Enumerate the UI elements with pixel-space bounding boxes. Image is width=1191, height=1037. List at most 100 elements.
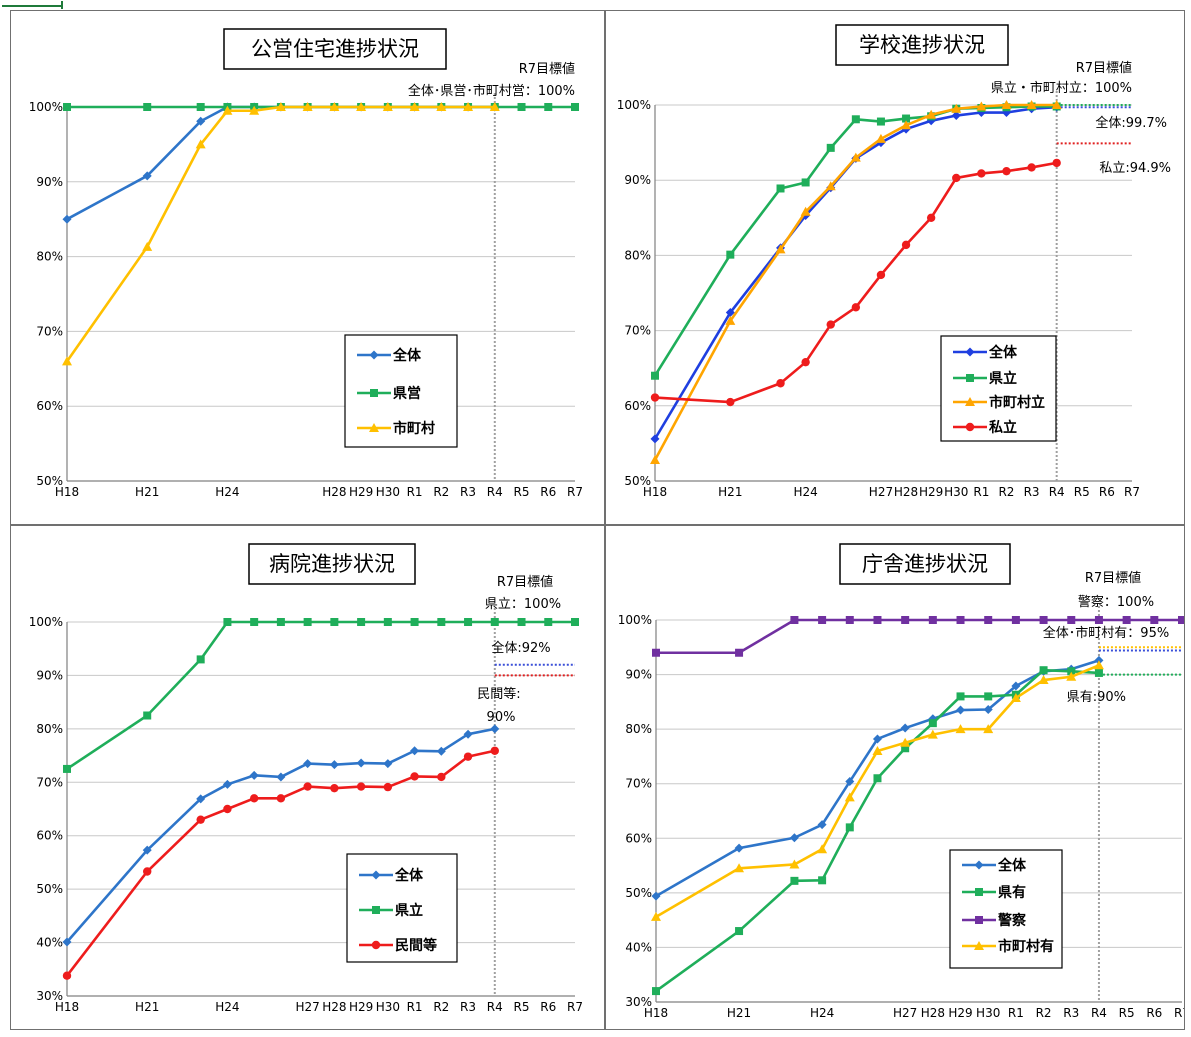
x-tick-label: R7	[567, 485, 583, 499]
y-tick-label: 40%	[625, 940, 652, 954]
x-tick-label: H29	[349, 1000, 373, 1014]
data-point	[872, 745, 883, 755]
data-point	[223, 618, 232, 626]
data-point	[951, 103, 962, 113]
x-tick-label: R7	[1124, 485, 1140, 499]
data-point	[726, 250, 735, 259]
legend-label: 市町村立	[989, 394, 1045, 411]
y-tick-label: 60%	[36, 829, 63, 843]
data-point	[1178, 616, 1184, 624]
data-point	[927, 729, 938, 739]
y-tick-label: 50%	[36, 474, 63, 488]
chart-title: 学校進捗状況	[859, 33, 985, 57]
data-point	[62, 214, 72, 224]
x-tick-label: H18	[643, 485, 667, 499]
data-point	[250, 618, 259, 626]
data-point	[651, 371, 659, 380]
series-line	[66, 105, 495, 221]
x-tick-label: R7	[567, 1000, 583, 1014]
data-point	[436, 102, 447, 111]
x-tick-label: H27	[869, 485, 893, 499]
x-tick-label: H30	[376, 1000, 400, 1014]
data-point	[725, 315, 736, 325]
data-point	[650, 434, 660, 444]
series-2	[62, 746, 499, 980]
chart-panel-hospitals: 病院進捗状況 30% 40% 50% 60% 70% 80% 90% 100% H18 H21 H24…	[10, 525, 605, 1030]
y-tick-label: 80%	[624, 248, 651, 262]
data-point	[926, 109, 937, 119]
x-tick-label: R4	[487, 1000, 503, 1014]
x-tick-label: H29	[948, 1006, 972, 1020]
data-point	[789, 833, 799, 843]
legend-label: 県営	[393, 385, 421, 402]
x-tick-label: R5	[1074, 485, 1090, 499]
data-point	[826, 143, 835, 152]
data-point	[463, 102, 474, 111]
x-tick-label: H28	[894, 485, 918, 499]
data-point	[249, 770, 259, 780]
x-tick-label: H24	[215, 485, 239, 499]
data-point	[410, 772, 419, 781]
y-tick-label: 60%	[624, 399, 651, 413]
series-1	[63, 618, 579, 773]
data-point	[901, 240, 911, 250]
x-tick-label: H28	[322, 485, 346, 499]
x-tick-label: H18	[55, 1000, 79, 1014]
y-tick-label: 100%	[617, 98, 651, 112]
data-point	[275, 102, 286, 111]
data-point	[901, 120, 912, 130]
y-tick-label: 40%	[36, 936, 63, 950]
x-tick-label: H21	[718, 485, 742, 499]
x-tick-label: R6	[540, 485, 556, 499]
data-point	[1039, 616, 1048, 624]
data-point	[196, 815, 205, 824]
data-point	[901, 616, 910, 624]
data-point	[517, 103, 526, 111]
data-point	[955, 724, 966, 734]
data-point	[818, 876, 827, 885]
data-point	[410, 618, 419, 626]
data-point	[544, 103, 553, 111]
x-tick-label: H27	[893, 1006, 917, 1020]
chart-title-box	[839, 543, 1011, 585]
data-point	[851, 115, 860, 124]
data-point	[437, 772, 446, 782]
data-point	[956, 616, 965, 624]
x-tick-label: R6	[540, 1000, 556, 1014]
data-point	[356, 782, 366, 791]
data-point	[571, 618, 579, 626]
series-line	[653, 103, 1057, 461]
data-point	[1038, 675, 1049, 685]
data-point	[330, 783, 339, 793]
legend-label: 市町村有	[998, 938, 1054, 955]
data-point	[900, 723, 910, 733]
data-point	[222, 779, 232, 789]
data-point	[463, 729, 473, 739]
x-tick-label: R3	[1024, 485, 1040, 499]
data-point	[872, 734, 882, 744]
data-point	[984, 692, 993, 701]
data-point	[195, 139, 206, 149]
x-tick-label: R4	[487, 485, 503, 499]
data-point	[790, 876, 799, 885]
series-2	[652, 616, 1184, 657]
data-point	[901, 744, 910, 753]
data-point	[383, 782, 393, 792]
legend-marker	[975, 888, 983, 896]
data-point	[801, 357, 810, 367]
data-point	[845, 616, 854, 624]
data-point	[1094, 616, 1103, 624]
x-tick-label: H18	[644, 1006, 668, 1020]
data-point	[410, 746, 420, 756]
y-tick-label: 90%	[624, 173, 651, 187]
data-point	[735, 648, 744, 657]
target-annotation: R7目標値	[1085, 570, 1141, 586]
legend-label: 全体	[988, 344, 1018, 361]
x-tick-label: H29	[919, 485, 943, 499]
series-line	[66, 727, 496, 943]
x-tick-label: R1	[1008, 1006, 1024, 1020]
data-point	[651, 891, 661, 901]
y-tick-label: 80%	[36, 250, 63, 264]
data-point	[775, 244, 786, 254]
